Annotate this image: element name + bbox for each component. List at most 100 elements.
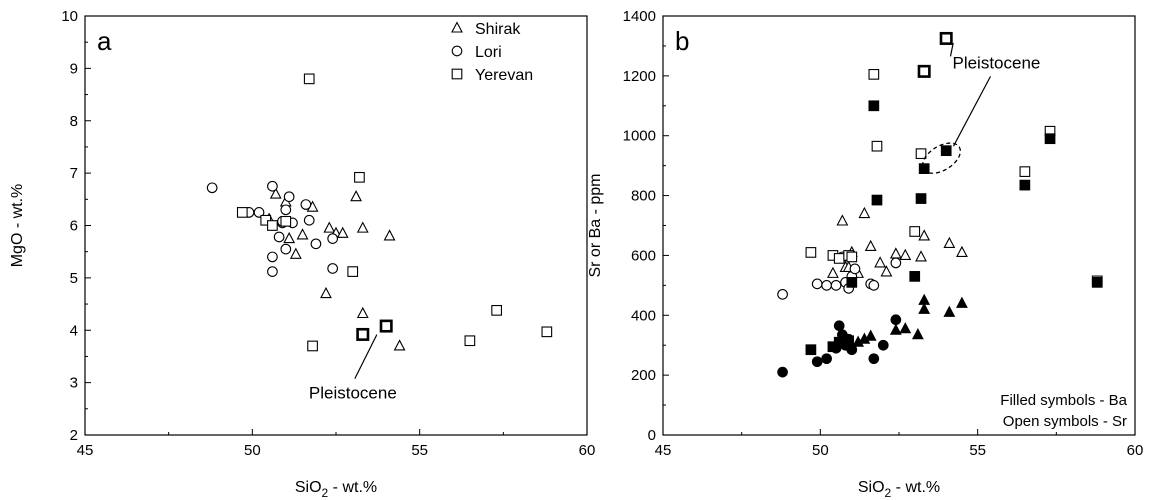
data-point <box>868 280 880 291</box>
x-tick-label: 55 <box>969 442 986 459</box>
y-tick-label: 4 <box>70 322 78 339</box>
y-tick-label: 6 <box>70 218 78 235</box>
data-point <box>956 245 968 257</box>
y-tick-label: 2 <box>70 427 78 444</box>
data-point <box>327 233 339 244</box>
data-point <box>846 277 858 288</box>
data-point <box>347 266 359 277</box>
data-point <box>830 280 842 291</box>
data-point <box>939 31 953 45</box>
data-point <box>777 288 788 300</box>
x-tick-label: 45 <box>77 442 94 459</box>
legend-marker <box>451 68 463 80</box>
data-point <box>273 231 285 243</box>
symbol-note: Open symbols - Sr <box>1003 413 1127 430</box>
y-tick-label: 7 <box>70 165 78 182</box>
legend-marker <box>451 21 463 33</box>
annotation-ellipse <box>921 142 962 174</box>
data-point <box>909 226 921 237</box>
data-point <box>354 171 365 183</box>
y-tick-label: 3 <box>70 375 78 392</box>
data-point <box>206 182 218 194</box>
x-tick-label: 60 <box>579 442 596 459</box>
data-point <box>491 304 502 316</box>
series-shirak-ba <box>852 293 968 347</box>
annotation-pleistocene: Pleistocene <box>952 53 1040 72</box>
data-point <box>890 314 902 326</box>
data-point <box>323 221 336 233</box>
data-point <box>383 229 396 241</box>
data-point <box>811 356 823 368</box>
y-tick-label: 1200 <box>623 68 656 85</box>
data-point <box>915 148 927 160</box>
series-yerevan-ba <box>805 100 1103 356</box>
legend-label: Shirak <box>475 21 521 38</box>
data-point <box>236 207 248 218</box>
data-point <box>356 327 370 341</box>
data-point <box>911 328 924 340</box>
data-point <box>843 335 855 347</box>
data-point <box>320 286 332 299</box>
x-axis-label-rest: - wt.% <box>891 479 940 496</box>
data-point <box>836 214 849 226</box>
data-point <box>864 329 877 341</box>
data-point <box>805 247 817 258</box>
x-axis-label-sub: 2 <box>322 486 329 500</box>
data-point <box>849 263 861 275</box>
y-tick-label: 10 <box>61 8 78 25</box>
data-point <box>899 248 912 260</box>
data-point <box>915 193 927 204</box>
data-point <box>871 140 883 152</box>
data-point <box>327 263 339 274</box>
y-tick-label: 1400 <box>623 8 656 25</box>
data-point <box>300 199 312 210</box>
data-point <box>303 214 315 226</box>
data-point <box>269 187 282 199</box>
data-point <box>1091 277 1103 288</box>
data-point <box>940 145 952 157</box>
data-point <box>864 239 877 251</box>
y-tick-label: 0 <box>648 427 656 444</box>
data-point <box>296 228 309 240</box>
data-point <box>289 247 302 259</box>
x-tick-label: 50 <box>244 442 261 459</box>
data-point <box>833 320 845 332</box>
data-point <box>267 251 278 263</box>
annotation-leader <box>949 42 954 57</box>
data-point <box>267 180 278 192</box>
y-tick-label: 8 <box>70 113 78 130</box>
data-point <box>871 194 883 206</box>
data-point <box>909 271 921 282</box>
data-point <box>283 231 296 244</box>
data-point <box>846 344 858 356</box>
x-axis-label-main: SiO <box>295 479 322 496</box>
data-point <box>868 69 880 80</box>
data-point <box>283 191 295 203</box>
data-point <box>880 265 893 277</box>
x-axis-label-rest: - wt.% <box>328 479 377 496</box>
data-point <box>310 238 322 250</box>
data-point <box>827 266 839 278</box>
y-tick-label: 600 <box>631 247 656 264</box>
data-point <box>877 339 889 351</box>
panel-label: b <box>675 26 689 56</box>
data-point <box>267 220 278 231</box>
legend-label: Yerevan <box>475 67 533 84</box>
annotation-leader <box>952 76 992 147</box>
panel-label: a <box>97 26 112 56</box>
data-point <box>899 322 912 334</box>
data-point <box>811 278 823 290</box>
data-point <box>777 366 788 378</box>
legend: Shirak Lori Yerevan <box>451 21 533 84</box>
data-point <box>541 326 553 338</box>
data-point <box>303 73 315 85</box>
data-point <box>379 319 393 333</box>
data-point <box>821 353 832 365</box>
data-point <box>833 253 845 264</box>
data-point <box>918 229 931 241</box>
data-point <box>956 296 968 308</box>
data-point <box>868 353 880 365</box>
data-point <box>915 250 927 262</box>
data-point <box>336 226 349 238</box>
